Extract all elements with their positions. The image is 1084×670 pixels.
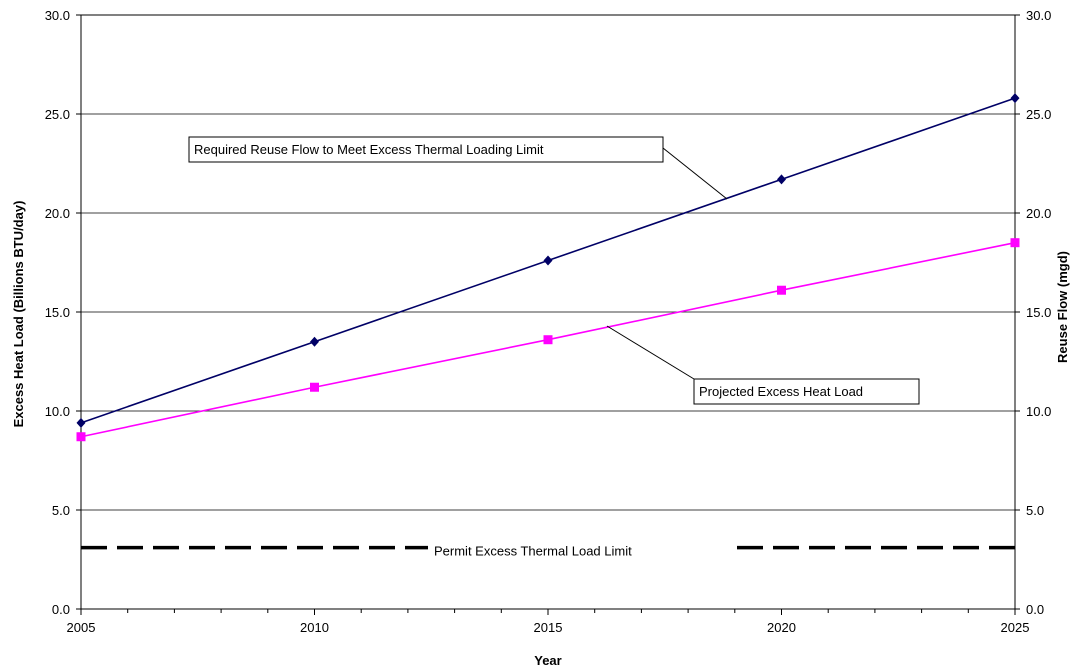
x-tick-label: 2015 <box>534 620 563 635</box>
y-tick-label: 0.0 <box>52 602 70 617</box>
y2-tick-label: 30.0 <box>1026 8 1051 23</box>
y2-tick-label: 10.0 <box>1026 404 1051 419</box>
y-tick-label: 20.0 <box>45 206 70 221</box>
required-point <box>310 336 319 347</box>
projected-point <box>1010 238 1020 248</box>
required-point <box>543 255 553 266</box>
gridlines <box>81 113 1015 511</box>
projected-label-box <box>693 378 920 405</box>
required-label-box <box>188 136 664 163</box>
y2-tick-label: 20.0 <box>1026 206 1051 221</box>
y2-axis-title: Reuse Flow (mgd) <box>1055 251 1070 363</box>
required-callout-leader <box>662 147 728 200</box>
y2-tick-label: 0.0 <box>1026 602 1044 617</box>
projected-series-label: Projected Excess Heat Load <box>699 384 863 399</box>
series-layer <box>76 93 1020 550</box>
y2-tick-label: 25.0 <box>1026 107 1051 122</box>
annotations: Required Reuse Flow to Meet Excess Therm… <box>188 136 920 559</box>
required-point <box>76 417 86 428</box>
required-series-label: Required Reuse Flow to Meet Excess Therm… <box>194 142 544 157</box>
x-tick-label: 2025 <box>1001 620 1030 635</box>
x-tick-label: 2005 <box>67 620 96 635</box>
projected-point <box>777 285 786 295</box>
required-point <box>777 174 786 185</box>
x-axis: 2005 2010 2015 2020 2025 <box>67 609 1030 635</box>
y-tick-label: 10.0 <box>45 404 70 419</box>
x-tick-label: 2010 <box>300 620 329 635</box>
projected-callout-leader <box>606 325 695 380</box>
required-point <box>1010 93 1020 104</box>
left-y-axis: 0.0 5.0 10.0 15.0 20.0 25.0 30.0 <box>45 8 81 617</box>
projected-point <box>543 335 553 345</box>
projected-point <box>310 382 319 392</box>
permit-limit-label: Permit Excess Thermal Load Limit <box>434 544 632 559</box>
y-tick-label: 5.0 <box>52 503 70 518</box>
y2-tick-label: 5.0 <box>1026 503 1044 518</box>
y-axis-title: Excess Heat Load (Billions BTU/day) <box>11 201 26 428</box>
y-tick-label: 30.0 <box>45 8 70 23</box>
x-axis-title: Year <box>534 653 561 668</box>
y-tick-label: 25.0 <box>45 107 70 122</box>
y-tick-label: 15.0 <box>45 305 70 320</box>
y2-tick-label: 15.0 <box>1026 305 1051 320</box>
projected-point <box>76 432 86 442</box>
right-y-axis: 0.0 5.0 10.0 15.0 20.0 25.0 30.0 <box>1015 8 1051 617</box>
x-tick-label: 2020 <box>767 620 796 635</box>
